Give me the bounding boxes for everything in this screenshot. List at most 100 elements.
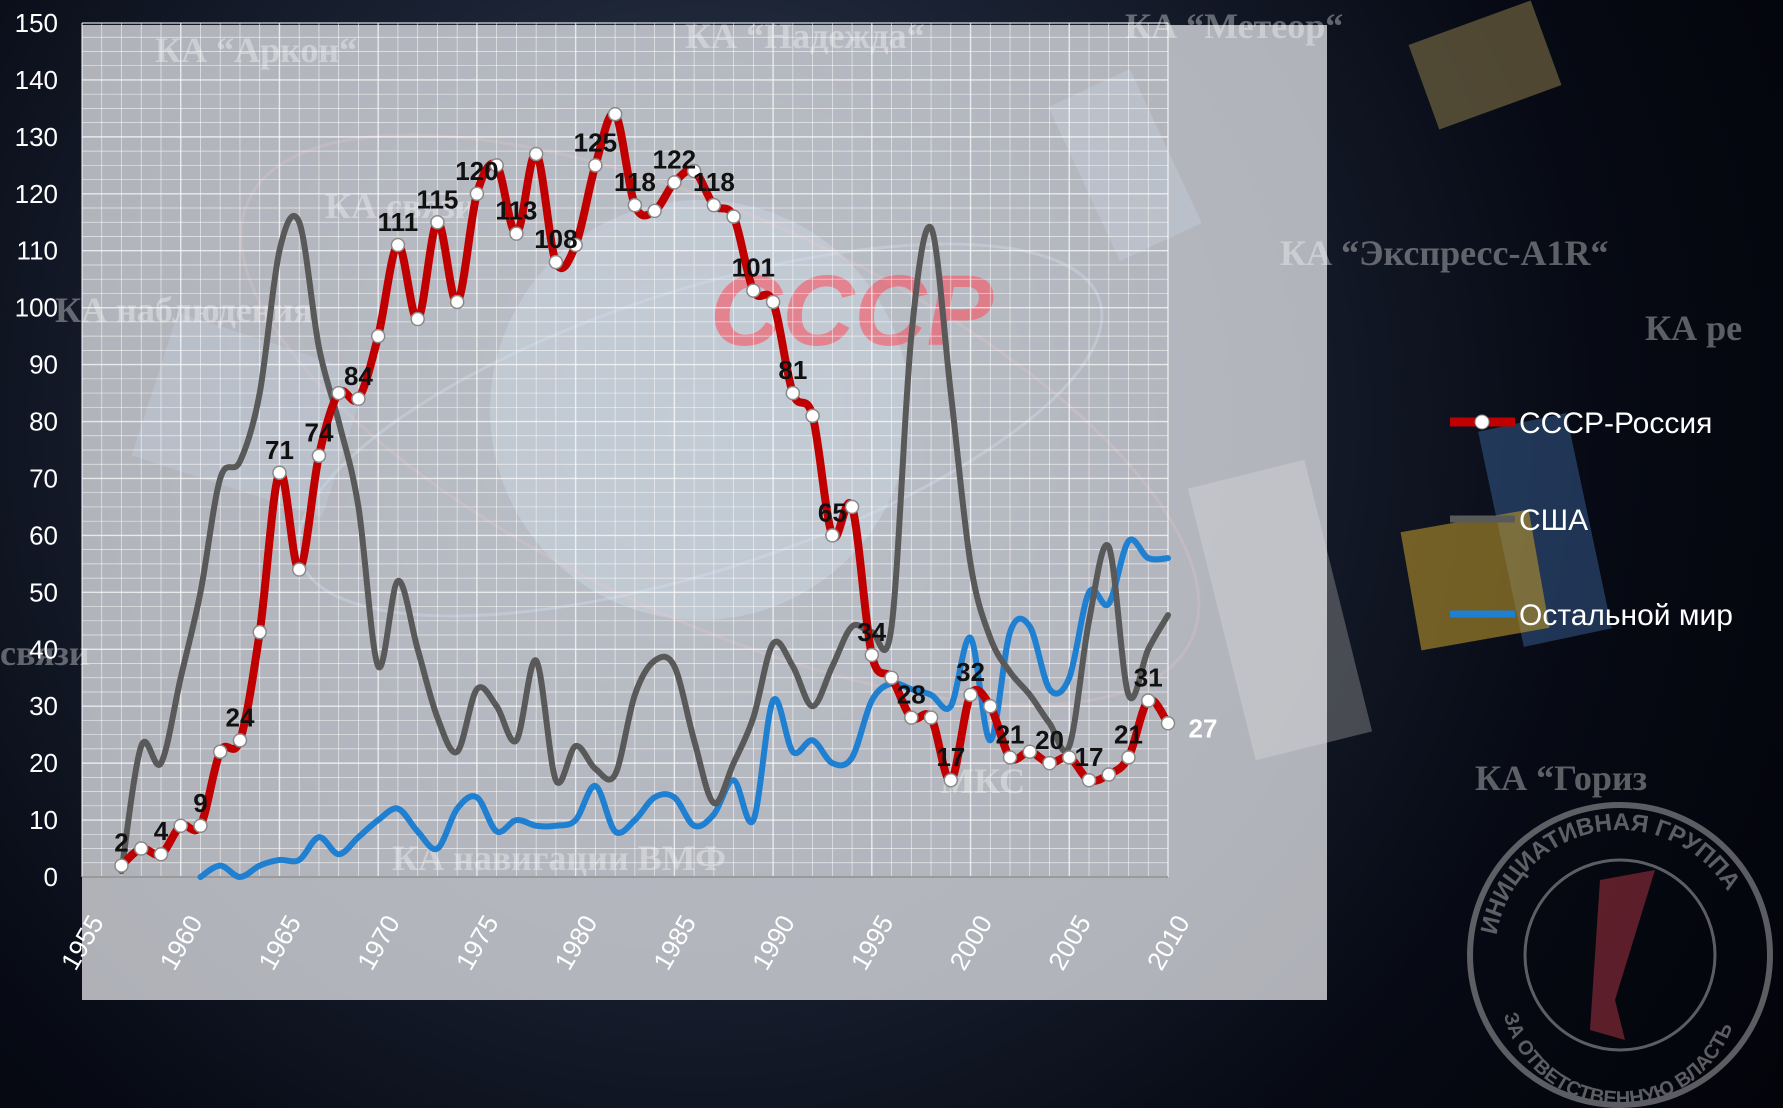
data-label: 17 <box>1075 742 1104 772</box>
data-label: 118 <box>614 167 656 197</box>
russia-marker <box>607 106 623 122</box>
russia-marker <box>805 408 820 424</box>
russia-marker <box>963 687 978 703</box>
russia-marker <box>410 311 425 327</box>
russia-marker <box>548 254 564 270</box>
y-tick-label: 130 <box>15 122 58 152</box>
data-label: 17 <box>936 742 965 772</box>
russia-marker <box>114 858 129 873</box>
russia-marker <box>311 448 327 463</box>
russia-marker <box>864 647 880 663</box>
russia-marker <box>1101 767 1117 782</box>
bg-label-meteor: КА “Метеор“ <box>1125 6 1343 46</box>
data-label: 122 <box>653 144 696 174</box>
y-tick-label: 70 <box>29 463 58 493</box>
data-label: 65 <box>818 497 847 527</box>
russia-marker <box>627 197 643 213</box>
data-label: 118 <box>693 167 735 197</box>
russia-marker <box>647 203 662 219</box>
russia-marker <box>528 146 544 162</box>
data-label: 24 <box>226 702 255 732</box>
data-label: 115 <box>416 184 458 214</box>
legend-label: СССР-Россия <box>1519 407 1712 440</box>
legend-label: США <box>1519 504 1588 537</box>
russia-markers <box>114 106 1176 873</box>
russia-marker <box>706 197 722 213</box>
russia-marker <box>686 163 702 179</box>
data-label: 81 <box>778 355 807 385</box>
russia-marker <box>449 294 465 310</box>
data-label: 71 <box>265 435 294 465</box>
y-tick-label: 0 <box>44 862 58 892</box>
bg-label-nadezhda: КА “Надежда“ <box>685 16 925 56</box>
russia-marker <box>746 283 761 298</box>
russia-marker <box>785 385 801 401</box>
legend-label: Остальной мир <box>1519 599 1733 632</box>
russia-marker <box>568 237 583 253</box>
y-tick-label: 120 <box>15 179 58 209</box>
russia-marker <box>232 733 248 748</box>
y-tick-label: 110 <box>17 236 58 266</box>
russia-marker <box>765 294 781 310</box>
usa-line <box>118 213 1171 875</box>
y-tick-label: 30 <box>29 691 58 721</box>
data-label: 27 <box>1189 713 1218 743</box>
bg-label-svyazi-left: связи <box>0 633 90 673</box>
y-tick-label: 100 <box>15 293 58 323</box>
bg-label-svyazi: КА связи <box>325 186 476 226</box>
data-label: 125 <box>574 127 617 157</box>
russia-marker <box>212 744 228 759</box>
satellite-image <box>1408 0 1562 130</box>
russia-marker <box>923 710 939 725</box>
russia-marker <box>193 818 208 834</box>
russia-marker <box>272 465 287 481</box>
data-labels: 2 492471748411111512011310812511812211810… <box>114 127 1217 857</box>
russia-marker <box>1121 750 1136 765</box>
data-label: 120 <box>455 156 498 186</box>
russia-marker <box>1062 750 1077 765</box>
y-tick-label: 90 <box>29 350 58 380</box>
data-label: 21 <box>996 719 1025 749</box>
russia-marker <box>351 391 366 407</box>
rest-of-world-line <box>197 536 1171 880</box>
russia-marker <box>983 698 998 714</box>
russia-marker <box>1141 693 1156 708</box>
data-label: 34 <box>857 617 886 647</box>
russia-marker <box>1081 772 1097 788</box>
russia-marker <box>844 499 860 515</box>
russia-marker <box>489 158 504 173</box>
y-tick-label: 140 <box>15 65 58 95</box>
data-label: 108 <box>534 224 577 254</box>
y-tick-label: 50 <box>29 577 58 607</box>
data-label: 84 <box>344 361 373 391</box>
y-tick-label: 60 <box>29 520 58 550</box>
russia-marker <box>331 385 346 401</box>
emblem-logo: ИНИЦИАТИВНАЯ ГРУППА ЗА ОТВЕТСТВЕННУЮ ВЛА… <box>1467 802 1773 1108</box>
bg-label-gorizont: КА “Гориз <box>1475 758 1647 798</box>
russia-marker <box>173 818 188 834</box>
y-tick-label: 10 <box>29 805 58 835</box>
russia-marker <box>469 186 485 202</box>
russia-marker <box>943 772 959 788</box>
russia-marker <box>1002 750 1018 765</box>
bg-label-navigacii: КА навигации ВМФ <box>392 838 726 878</box>
bg-label-re: КА ре <box>1645 308 1742 348</box>
legend-marker <box>1474 414 1490 430</box>
data-label: 113 <box>495 196 537 226</box>
data-label: 9 <box>193 788 207 818</box>
background-labels: КА “Аркон“ КА “Надежда“ КА “Метеор“ КА с… <box>0 6 1742 878</box>
russia-marker <box>509 226 524 241</box>
russia-marker <box>153 846 169 862</box>
russia-marker <box>1042 755 1057 771</box>
russia-marker <box>291 562 307 577</box>
data-label: 20 <box>1035 725 1064 755</box>
russia-marker <box>1160 716 1176 731</box>
russia-marker <box>825 528 840 543</box>
data-label: 4 <box>154 816 169 846</box>
y-tick-label: 80 <box>29 407 58 437</box>
russia-marker <box>252 624 267 640</box>
russia-marker <box>884 670 899 685</box>
russia-marker <box>667 175 682 190</box>
russia-marker <box>133 841 149 856</box>
